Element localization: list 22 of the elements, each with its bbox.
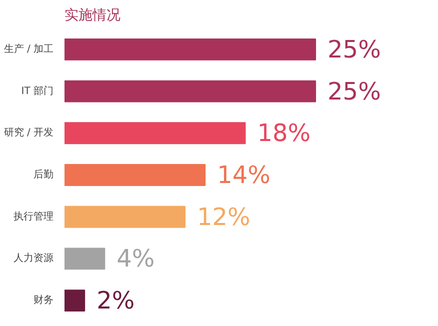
bar <box>64 248 106 270</box>
bar <box>64 206 186 228</box>
data-label: 2% <box>96 286 135 315</box>
data-label: 12% <box>196 202 250 231</box>
bar <box>64 164 206 186</box>
chart-title: 实施情况 <box>64 8 120 24</box>
bar <box>64 290 86 312</box>
data-label: 25% <box>328 77 381 106</box>
y-tick-label: 后勤 <box>34 168 54 180</box>
bar <box>64 122 246 144</box>
data-label: 18% <box>257 119 311 148</box>
y-tick-label: 人力资源 <box>14 252 54 264</box>
y-tick-label: 财务 <box>34 294 54 306</box>
data-label: 4% <box>116 244 155 273</box>
bar <box>64 80 316 102</box>
bar <box>64 38 316 60</box>
y-tick-label: IT 部门 <box>21 84 54 97</box>
data-label: 14% <box>217 161 270 189</box>
y-tick-label: 生产 / 加工 <box>4 42 54 55</box>
y-tick-label: 研究 / 开发 <box>4 126 54 139</box>
y-tick-label: 执行管理 <box>14 210 54 222</box>
data-label: 25% <box>328 35 381 64</box>
